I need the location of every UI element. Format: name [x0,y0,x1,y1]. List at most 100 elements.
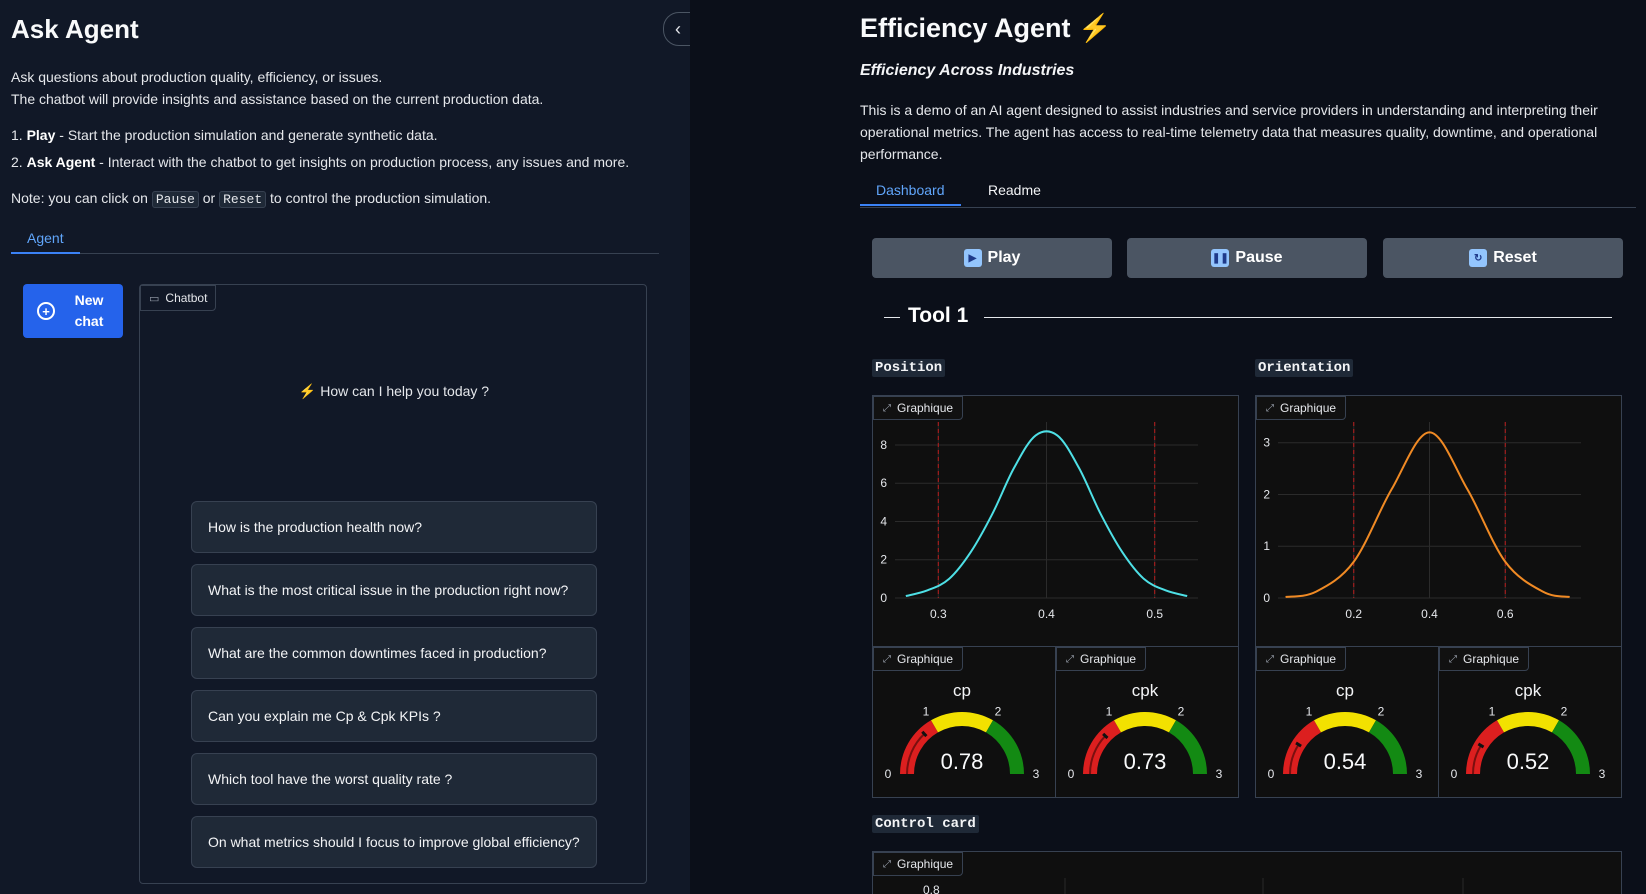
tab-dashboard[interactable]: Dashboard [860,180,961,206]
graph-label-chip: ⤢ Graphique [873,647,964,671]
chart-icon: ⤢ [883,858,891,870]
right-tab-bar: Dashboard Readme [860,180,1636,208]
gauge-value-bar [1472,744,1482,774]
graph-label: Graphique [1080,652,1137,666]
cp-gauge: 0 1 2 3 cp 0.54 [1268,681,1423,781]
gauge-title: cpk [1515,681,1542,700]
y-tick-label: 1 [1263,539,1270,553]
gauge-value-bar [1089,735,1107,774]
position-chart: 0 2 4 6 8 0.3 0.4 0.5 [880,422,1198,621]
gauge-tick-label: 0 [885,767,892,781]
efficiency-description: This is a demo of an AI agent designed t… [860,102,1598,162]
graph-label: Graphique [1463,652,1520,666]
gauge-panel: 0 1 2 3 cp 0.78 ⤢ Graphique [872,646,1056,798]
new-chat-button[interactable]: + New chat [23,284,123,338]
control-card-tick: 0.8 [923,883,940,894]
gauge-value: 0.52 [1507,749,1550,774]
gauge-tick-label: 0 [1451,767,1458,781]
example-question[interactable]: What is the most critical issue in the p… [191,564,597,616]
intro-line-1: Ask questions about production quality, … [11,69,383,85]
gauge-panel: 0 1 2 3 cp 0.54 ⤢ Graphique [1255,646,1439,798]
note-or: or [202,190,216,206]
note-pause-code: Pause [151,191,199,208]
gauge-band [1169,720,1207,774]
x-tick-label: 0.6 [1497,607,1514,621]
x-tick-label: 0.5 [1146,607,1163,621]
step-ask-text: - Interact with the chatbot to get insig… [95,154,630,170]
tab-agent[interactable]: Agent [11,228,80,254]
graph-label-chip: ⤢ Graphique [1256,396,1347,420]
gauge-value: 0.73 [1124,749,1167,774]
gauge-band [1466,720,1504,774]
chart-icon: ⤢ [1449,653,1457,665]
position-label: Position [872,359,946,377]
example-question[interactable]: How is the production health now? [191,501,597,553]
x-tick-label: 0.4 [1038,607,1055,621]
chart-icon: ⤢ [1266,653,1274,665]
gauge-value-bar [906,733,926,774]
chat-bubble-icon: ▭ [149,292,160,305]
y-tick-label: 6 [880,476,887,490]
gauge-band [1497,712,1559,733]
graph-label: Graphique [1280,401,1337,415]
step-play-text: - Start the production simulation and ge… [55,127,438,143]
play-icon: ▶ [963,249,982,267]
chart-icon: ⤢ [1266,402,1274,414]
gauge-panel: 0 1 2 3 cpk 0.73 ⤢ Graphique [1055,646,1239,798]
new-chat-line1: New [74,292,104,308]
refresh-icon: ↻ [1469,249,1488,267]
gauge-band [931,712,993,733]
y-tick-label: 8 [880,438,887,452]
play-button[interactable]: ▶ Play [872,238,1112,278]
intro-line-2: The chatbot will provide insights and as… [11,91,544,107]
gauge-tick-label: 3 [1416,767,1423,781]
gauge-band [1114,712,1176,733]
cpk-gauge: 0 1 2 3 cpk 0.52 [1451,681,1606,781]
tab-readme[interactable]: Readme [988,182,1041,198]
example-question[interactable]: On what metrics should I focus to improv… [191,816,597,868]
tool-title: Tool 1 [908,304,969,327]
gauge-panel: 0 1 2 3 cpk 0.52 ⤢ Graphique [1438,646,1622,798]
reset-label: Reset [1493,249,1537,266]
divider [884,317,900,318]
gauge-title: cp [1336,681,1354,700]
ask-agent-panel: Ask Agent Ask questions about production… [0,0,690,894]
gauge-tick-label: 3 [1599,767,1606,781]
graph-label-chip: ⤢ Graphique [1439,647,1530,671]
chatbot-panel: ▭ Chatbot ⚡ How can I help you today ? H… [139,284,647,884]
graph-label-chip: ⤢ Graphique [1256,647,1347,671]
gauge-tick-label: 2 [1178,705,1185,719]
reset-button[interactable]: ↻ Reset [1383,238,1623,278]
example-question[interactable]: What are the common downtimes faced in p… [191,627,597,679]
gauge-title: cpk [1132,681,1159,700]
gauge-tick-label: 2 [995,705,1002,719]
orientation-chart: 0 1 2 3 0.2 0.4 0.6 [1263,422,1581,621]
example-question[interactable]: Can you explain me Cp & Cpk KPIs ? [191,690,597,742]
gauge-tick-label: 1 [923,705,930,719]
gauge-value: 0.78 [941,749,984,774]
gauge-tick-label: 0 [1268,767,1275,781]
y-tick-label: 0 [1263,591,1270,605]
y-tick-label: 4 [880,514,887,528]
graph-label-chip: ⤢ Graphique [873,852,964,876]
graph-label-chip: ⤢ Graphique [873,396,964,420]
gauge-tick-label: 1 [1106,705,1113,719]
y-tick-label: 2 [880,553,887,567]
graph-label: Graphique [897,652,954,666]
tool-section-header: Tool 1 [884,302,1620,332]
gauge-band [1283,720,1321,774]
gauge-tick-label: 0 [1068,767,1075,781]
pause-button[interactable]: ❚❚ Pause [1127,238,1367,278]
cp-gauge: 0 1 2 3 cp 0.78 [885,681,1040,781]
cpk-gauge: 0 1 2 3 cpk 0.73 [1068,681,1223,781]
gauge-band [1552,720,1590,774]
step-play-bold: Play [26,127,56,143]
x-tick-label: 0.4 [1421,607,1438,621]
gauge-value-bar [1289,743,1300,774]
collapse-sidebar-button[interactable]: ‹ [663,12,693,46]
gauge-band [1083,720,1121,774]
gauge-band [900,720,938,774]
gauge-tick-label: 3 [1216,767,1223,781]
example-question[interactable]: Which tool have the worst quality rate ? [191,753,597,805]
orientation-label: Orientation [1255,359,1354,377]
